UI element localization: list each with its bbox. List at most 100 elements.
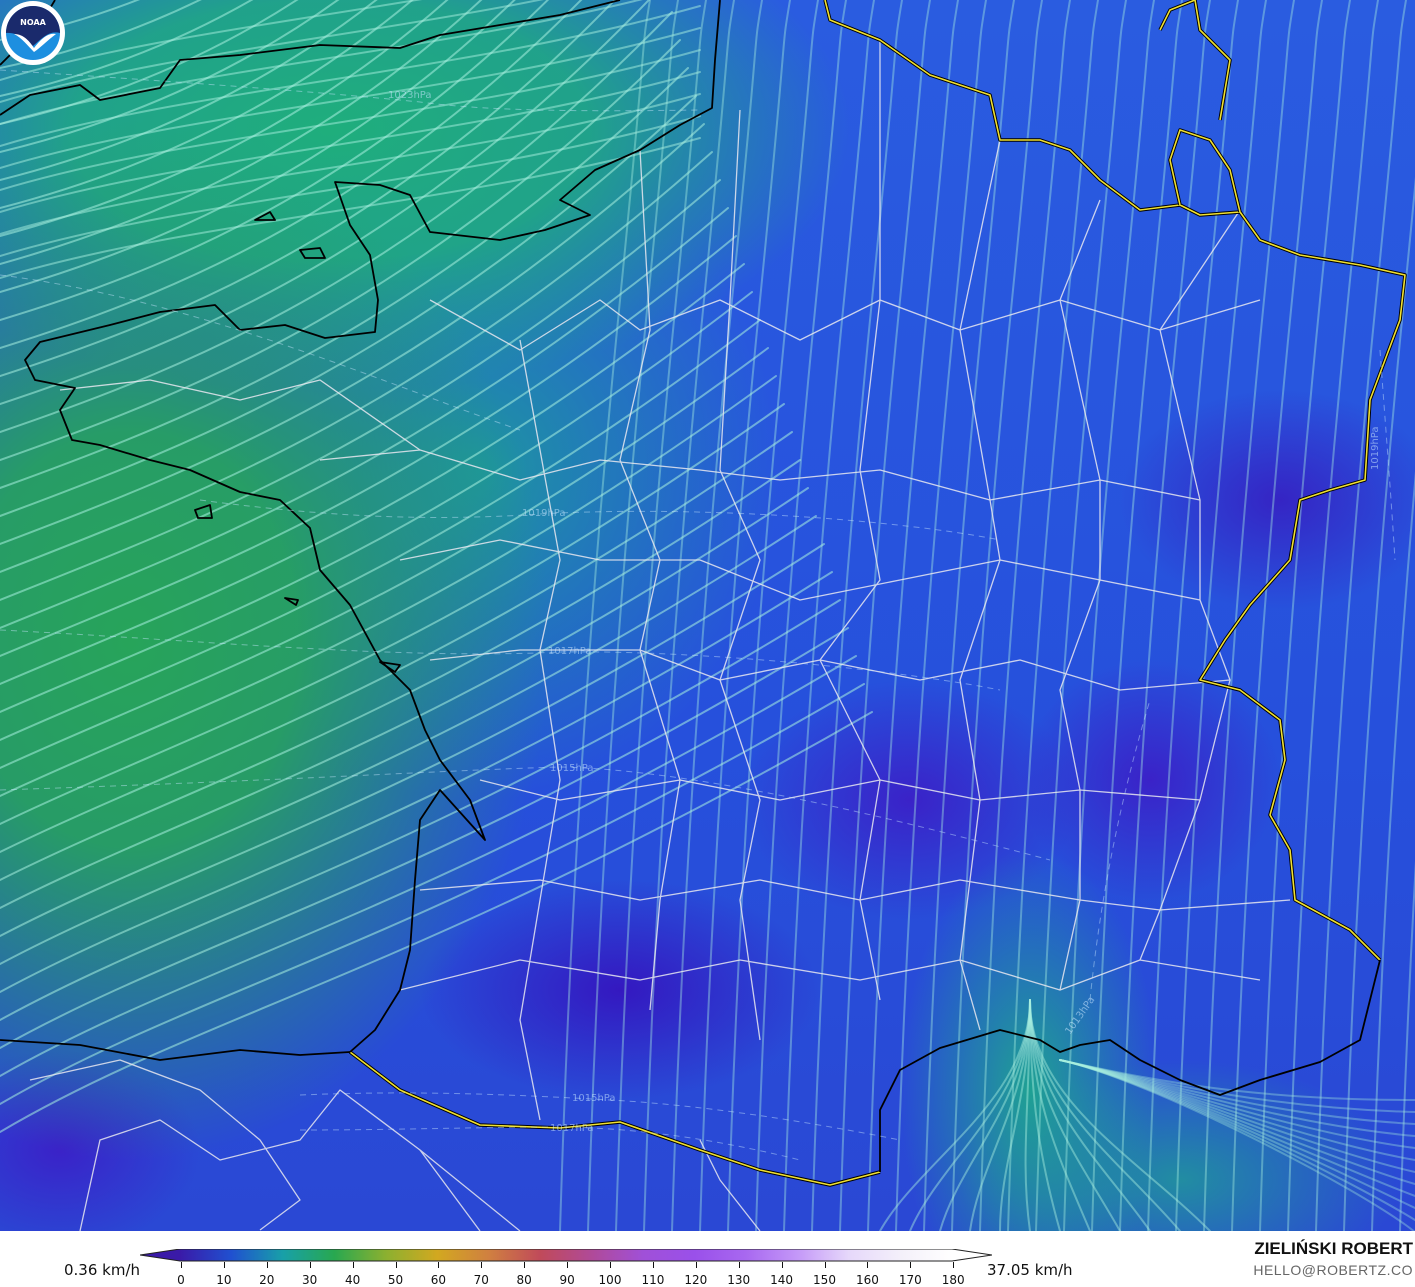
colorbar-tick-mark — [266, 1262, 268, 1268]
streamline — [559, 0, 651, 1231]
colorbar-tick-mark — [781, 1262, 783, 1268]
streamline — [0, 0, 550, 321]
colorbar-tick-mark — [181, 1262, 182, 1268]
colorbar-tick-label: 40 — [344, 1273, 361, 1287]
colorbar-tick-label: 180 — [941, 1273, 965, 1287]
colorbar-tick-mark — [953, 1262, 955, 1268]
streamline — [1091, 0, 1183, 1231]
streamline — [615, 0, 707, 1231]
streamline — [0, 0, 340, 153]
colorbar-tick-label: 50 — [387, 1273, 404, 1287]
streamline — [0, 0, 254, 97]
pressure-label: 1015hPa — [572, 1093, 616, 1104]
streamline — [0, 11, 673, 433]
streamline — [755, 0, 847, 1231]
streamline — [839, 0, 931, 1231]
streamline — [0, 543, 825, 965]
streamlines-layer — [0, 0, 1415, 1231]
author-email: HELLO@ROBERTZ.CO — [1253, 1262, 1413, 1278]
streamline — [0, 571, 833, 993]
streamline — [0, 179, 721, 601]
streamline — [0, 487, 809, 909]
streamline — [0, 0, 516, 293]
streamline — [0, 0, 483, 265]
streamline — [867, 0, 959, 1231]
streamline — [1029, 999, 1121, 1231]
colorbar-tick-label: 160 — [855, 1273, 879, 1287]
streamline — [0, 0, 617, 377]
colorbar-tick-mark — [610, 1262, 611, 1268]
borders-layer: 1023hPa 1019hPa 1017hPa 1015hPa 1015hPa … — [0, 0, 1407, 1231]
streamline — [727, 0, 819, 1231]
pressure-label: 1019hPa — [1370, 427, 1381, 471]
streamline — [0, 431, 793, 853]
streamline — [1119, 0, 1211, 1231]
colorbar-tick-label: 130 — [727, 1273, 751, 1287]
streamline — [1287, 0, 1379, 1231]
streamline — [0, 0, 378, 181]
streamline — [0, 599, 841, 1021]
streamline — [0, 235, 737, 657]
colorbar-tick-mark — [524, 1262, 526, 1268]
streamline — [0, 263, 745, 685]
streamline — [783, 0, 875, 1231]
streamline — [1059, 1059, 1415, 1185]
colorbar-tick-label: 120 — [684, 1273, 708, 1287]
streamline — [671, 0, 763, 1231]
colorbar-tick-label: 0 — [177, 1273, 185, 1287]
colorbar-tick-mark — [910, 1262, 912, 1268]
colorbar-tick-label: 60 — [430, 1273, 447, 1287]
streamline — [0, 347, 769, 769]
streamline — [0, 0, 643, 125]
pressure-label: 1017hPa — [548, 646, 592, 657]
streamline — [1175, 0, 1267, 1231]
streamline — [1059, 1059, 1415, 1149]
streamline — [1059, 1059, 1415, 1101]
streamline — [0, 95, 697, 517]
streamline — [0, 0, 449, 237]
streamline — [0, 27, 701, 169]
streamline — [1371, 471, 1415, 1231]
streamline — [0, 0, 299, 125]
streamline — [1399, 860, 1415, 1231]
streamline — [1007, 0, 1099, 1231]
streamline — [0, 375, 777, 797]
streamline — [1029, 999, 1181, 1231]
streamline — [699, 0, 791, 1231]
streamline — [0, 207, 729, 629]
streamline — [1231, 0, 1323, 1231]
colorbar-tick-mark — [395, 1262, 397, 1268]
streamline — [0, 0, 423, 81]
colorbar-tick-label: 30 — [302, 1273, 318, 1287]
colorbar-tick-mark — [352, 1262, 354, 1268]
streamline — [1059, 1059, 1415, 1137]
colorbar-tick-label: 10 — [216, 1273, 232, 1287]
streamline — [1059, 1059, 1415, 1221]
streamline — [0, 137, 701, 279]
streamline — [979, 0, 1071, 1231]
streamline — [0, 93, 701, 235]
colorbar-tick-label: 100 — [598, 1273, 622, 1287]
streamline — [969, 999, 1031, 1231]
streamline — [923, 0, 1015, 1231]
streamline — [1315, 0, 1407, 1231]
streamline — [1059, 1059, 1415, 1231]
streamline — [0, 0, 544, 103]
pressure-labels: 1023hPa 1019hPa 1017hPa 1015hPa 1015hPa … — [388, 90, 1381, 1134]
colorbar-tick-mark — [695, 1262, 697, 1268]
pressure-label: 1015hPa — [550, 763, 594, 774]
noaa-logo: NOAA — [1, 1, 65, 65]
streamline — [1029, 999, 1091, 1231]
colorbar-tick-mark — [567, 1262, 569, 1268]
streamline — [0, 0, 202, 69]
streamline — [0, 115, 701, 257]
streamline — [1024, 999, 1031, 1231]
streamline — [1059, 1059, 1415, 1197]
streamline — [1203, 0, 1295, 1231]
pressure-label: 1017hPa — [550, 1123, 594, 1134]
colorbar-tick-label: 70 — [473, 1273, 489, 1287]
colorbar-tick-mark — [223, 1262, 225, 1268]
streamline — [0, 151, 713, 573]
coastline — [0, 0, 1381, 1172]
colorbar-tick-mark — [867, 1262, 869, 1268]
